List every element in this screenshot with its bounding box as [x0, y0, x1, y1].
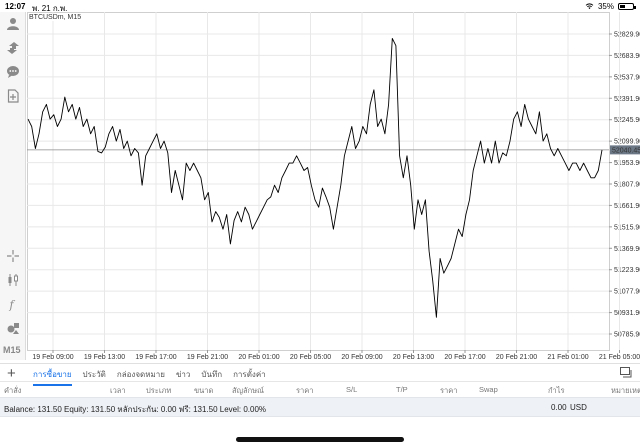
- trade-table-header: คำสั่ง เวลา ประเภท ขนาด สัญลักษณ์ ราคา S/L T/P ร…: [0, 382, 640, 397]
- time-axis-label: 20 Feb 01:00: [238, 354, 279, 361]
- price-axis-label: 52829.90: [614, 32, 640, 39]
- wifi-icon: [585, 3, 594, 10]
- column-header-10[interactable]: กำไร: [548, 386, 565, 395]
- plot-frame: [27, 12, 610, 351]
- status-date: พ. 21 ก.พ.: [32, 4, 68, 13]
- column-header-5[interactable]: ราคา: [296, 386, 314, 395]
- tab-4[interactable]: บันทึก: [201, 370, 223, 379]
- status-bar: 12:07 พ. 21 ก.พ. 35%: [0, 0, 640, 13]
- crosshair-icon[interactable]: [4, 248, 22, 264]
- collapse-panel-icon[interactable]: [620, 367, 632, 378]
- column-header-9[interactable]: Swap: [479, 385, 498, 394]
- column-header-8[interactable]: ราคา: [440, 386, 458, 395]
- price-chart[interactable]: 52829.90 52683.90 52537.90 52391.90 52245.90…: [27, 12, 640, 361]
- chart-canvas[interactable]: 52829.90 52683.90 52537.90 52391.90 52245.90…: [27, 12, 640, 361]
- column-header-6[interactable]: S/L: [346, 385, 358, 394]
- time-axis-label: 19 Feb 13:00: [84, 354, 125, 361]
- time-axis-label: 20 Feb 21:00: [496, 354, 537, 361]
- tab-3[interactable]: ข่าว: [175, 370, 191, 379]
- time-axis-label: 19 Feb 21:00: [187, 354, 228, 361]
- column-header-2[interactable]: ประเภท: [146, 386, 172, 395]
- trade-icon[interactable]: [4, 40, 22, 56]
- current-price-tag: [610, 145, 640, 155]
- left-toolbar: f M15: [0, 12, 26, 360]
- status-time: 12:07: [5, 2, 26, 11]
- price-axis-label: 51515.90: [614, 224, 640, 231]
- price-axis-label: 52537.90: [614, 74, 640, 81]
- column-header-11[interactable]: หมายเหตุ: [611, 386, 640, 395]
- column-header-7[interactable]: T/P: [396, 385, 408, 394]
- column-header-0[interactable]: คำสั่ง: [4, 386, 22, 395]
- time-axis-label: 21 Feb 05:00: [599, 354, 640, 361]
- battery-icon: [618, 3, 636, 10]
- balance-currency: USD: [570, 403, 587, 412]
- balance-summary: Balance: 131.50 Equity: 131.50 หลักประกั…: [4, 405, 267, 414]
- add-order-icon[interactable]: +: [7, 365, 16, 382]
- svg-text:f: f: [9, 299, 16, 312]
- time-axis-label: 20 Feb 17:00: [444, 354, 485, 361]
- column-header-4[interactable]: สัญลักษณ์: [232, 386, 265, 395]
- price-axis-label: 52391.90: [614, 96, 640, 103]
- balance-row: Balance: 131.50 Equity: 131.50 หลักประกั…: [0, 397, 640, 417]
- chat-icon[interactable]: [4, 64, 22, 80]
- tab-5[interactable]: การตั้งค่า: [233, 370, 266, 379]
- tab-1[interactable]: ประวัติ: [82, 370, 106, 379]
- price-axis-label: 51223.90: [614, 267, 640, 274]
- time-axis-label: 20 Feb 09:00: [341, 354, 382, 361]
- price-axis-label: 51953.90: [614, 160, 640, 167]
- candlestick-icon[interactable]: [4, 272, 22, 288]
- column-header-1[interactable]: เวลา: [110, 386, 126, 395]
- time-axis-label: 19 Feb 17:00: [135, 354, 176, 361]
- person-icon[interactable]: [4, 16, 22, 32]
- price-axis-label: 52245.90: [614, 117, 640, 124]
- symbol-label: BTCUSDm, M15: [29, 14, 82, 21]
- terminal-tabs: การซื้อขาย ประวัติ กล่องจดหมาย ข่าว บันทึก กา…: [33, 368, 266, 386]
- home-indicator[interactable]: [236, 437, 404, 442]
- time-axis-label: 20 Feb 05:00: [290, 354, 331, 361]
- time-axis-label: 21 Feb 01:00: [547, 354, 588, 361]
- objects-icon[interactable]: [4, 320, 22, 336]
- current-price-label: 52040.45: [612, 147, 640, 154]
- price-axis-label: 51369.90: [614, 246, 640, 253]
- price-axis-label: 51077.90: [614, 289, 640, 296]
- price-axis-label: 52099.90: [614, 139, 640, 146]
- price-axis-label: 51661.90: [614, 203, 640, 210]
- price-axis-label: 50931.90: [614, 310, 640, 317]
- add-document-icon[interactable]: [4, 88, 22, 104]
- price-series-line-0: [27, 37, 603, 318]
- column-header-3[interactable]: ขนาด: [194, 386, 214, 395]
- tab-2[interactable]: กล่องจดหมาย: [116, 370, 165, 379]
- price-axis-label: 52683.90: [614, 53, 640, 60]
- balance-profit: 0.00: [551, 403, 567, 412]
- terminal-tabs-bar: + การซื้อขาย ประวัติ กล่องจดหมาย ข่าว บันทึก…: [0, 363, 640, 386]
- battery-percent: 35%: [597, 2, 614, 11]
- price-axis-label: 50785.90: [614, 332, 640, 339]
- status-right: 35%: [585, 2, 636, 11]
- tab-0[interactable]: การซื้อขาย: [33, 368, 72, 386]
- function-icon[interactable]: f: [4, 296, 22, 312]
- time-axis-label: 19 Feb 09:00: [32, 354, 73, 361]
- time-axis-label: 20 Feb 13:00: [393, 354, 434, 361]
- timeframe-label[interactable]: M15: [3, 345, 21, 355]
- price-axis-label: 51807.90: [614, 182, 640, 189]
